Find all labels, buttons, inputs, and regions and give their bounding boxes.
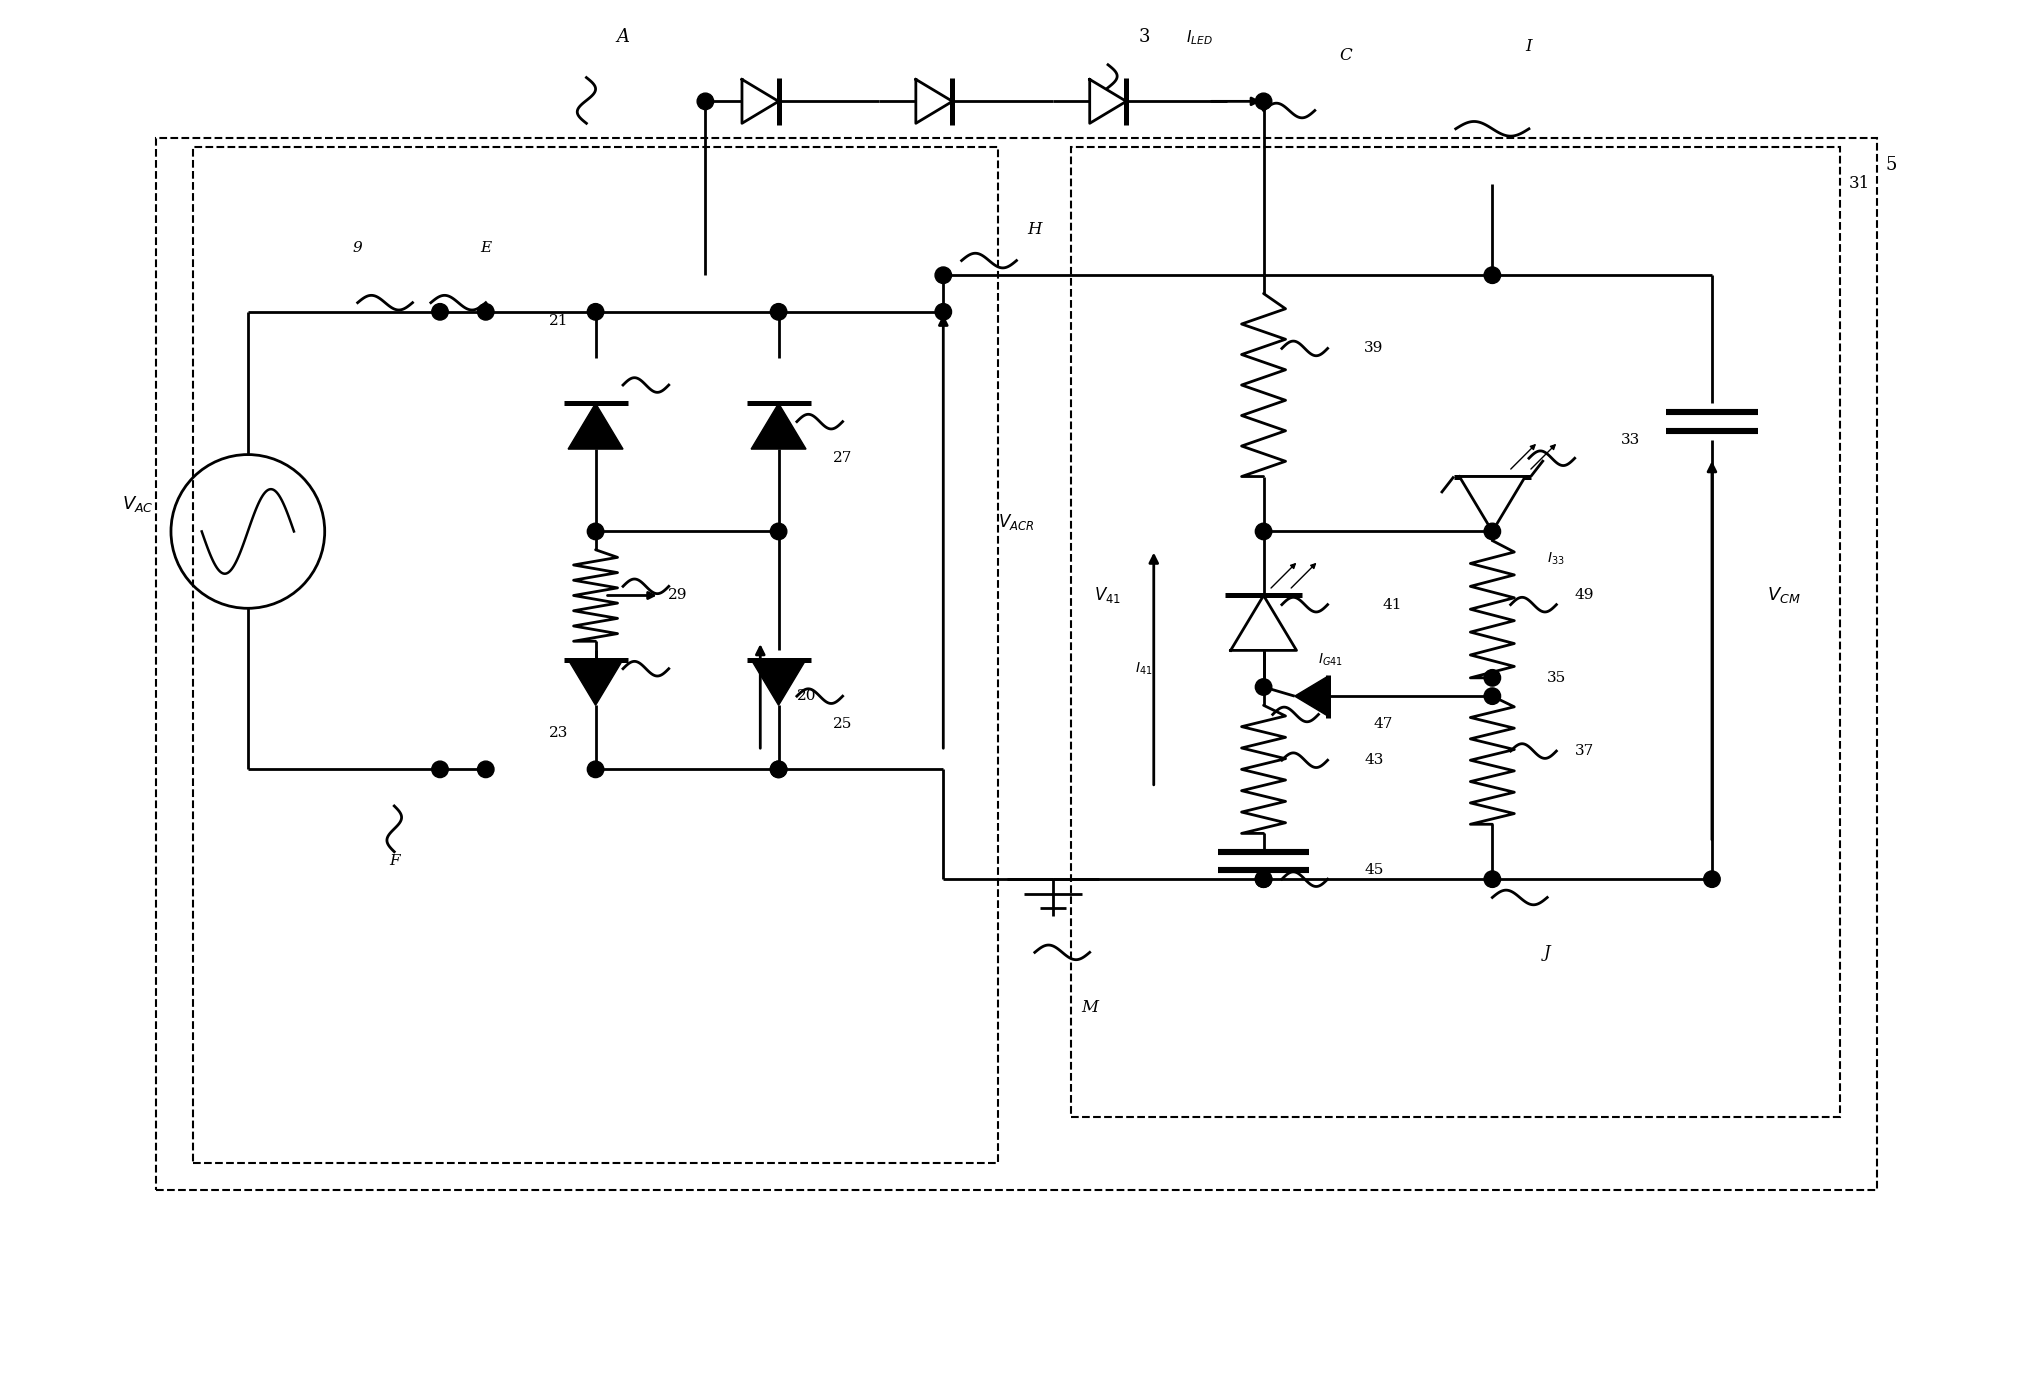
Text: $I_{41}$: $I_{41}$ bbox=[1136, 661, 1152, 677]
Text: $V_{ACR}$: $V_{ACR}$ bbox=[998, 513, 1034, 532]
Circle shape bbox=[1483, 688, 1500, 705]
Text: I: I bbox=[1524, 38, 1532, 55]
Text: 43: 43 bbox=[1363, 753, 1384, 767]
Circle shape bbox=[935, 267, 951, 283]
Text: F: F bbox=[388, 853, 400, 868]
Text: J: J bbox=[1542, 944, 1550, 960]
Text: 47: 47 bbox=[1374, 717, 1392, 731]
Text: $I_{33}$: $I_{33}$ bbox=[1546, 551, 1565, 567]
Text: $I_{LED}$: $I_{LED}$ bbox=[1185, 27, 1213, 47]
Circle shape bbox=[587, 761, 604, 778]
Text: 27: 27 bbox=[833, 451, 851, 466]
Polygon shape bbox=[742, 80, 778, 124]
Text: H: H bbox=[1026, 221, 1042, 238]
Text: 3: 3 bbox=[1138, 29, 1150, 47]
Circle shape bbox=[1254, 679, 1272, 695]
Circle shape bbox=[1254, 871, 1272, 888]
Text: 37: 37 bbox=[1575, 745, 1593, 758]
Circle shape bbox=[1703, 871, 1719, 888]
Polygon shape bbox=[750, 660, 805, 705]
Polygon shape bbox=[750, 404, 805, 449]
Text: 20: 20 bbox=[797, 690, 817, 703]
Text: 33: 33 bbox=[1620, 433, 1640, 447]
Polygon shape bbox=[1459, 477, 1524, 532]
Text: 9: 9 bbox=[354, 240, 362, 254]
Text: 49: 49 bbox=[1575, 588, 1593, 602]
Text: $V_{AC}$: $V_{AC}$ bbox=[122, 495, 154, 514]
Circle shape bbox=[770, 523, 786, 540]
Text: 35: 35 bbox=[1546, 671, 1567, 684]
Circle shape bbox=[478, 761, 494, 778]
Circle shape bbox=[1254, 871, 1272, 888]
Polygon shape bbox=[914, 80, 951, 124]
Polygon shape bbox=[567, 404, 622, 449]
Circle shape bbox=[1483, 669, 1500, 686]
Circle shape bbox=[431, 761, 447, 778]
Text: 31: 31 bbox=[1849, 176, 1869, 192]
Bar bbox=[156, 137, 1876, 1190]
Circle shape bbox=[770, 761, 786, 778]
Text: 29: 29 bbox=[669, 588, 687, 602]
Text: 25: 25 bbox=[833, 717, 851, 731]
Circle shape bbox=[1483, 871, 1500, 888]
Text: 5: 5 bbox=[1886, 157, 1896, 174]
Text: 21: 21 bbox=[549, 315, 569, 328]
Circle shape bbox=[1254, 93, 1272, 110]
Circle shape bbox=[1254, 523, 1272, 540]
Text: E: E bbox=[480, 240, 492, 254]
Polygon shape bbox=[1089, 80, 1126, 124]
Polygon shape bbox=[567, 660, 622, 705]
Circle shape bbox=[935, 304, 951, 320]
Text: $V_{41}$: $V_{41}$ bbox=[1093, 585, 1122, 606]
Circle shape bbox=[770, 304, 786, 320]
Polygon shape bbox=[1229, 595, 1296, 650]
Circle shape bbox=[697, 93, 713, 110]
Text: 45: 45 bbox=[1363, 863, 1384, 877]
Text: 41: 41 bbox=[1382, 598, 1402, 611]
Bar bbox=[193, 147, 998, 1162]
Text: 23: 23 bbox=[549, 725, 569, 739]
Circle shape bbox=[587, 523, 604, 540]
Circle shape bbox=[1483, 523, 1500, 540]
Circle shape bbox=[431, 304, 447, 320]
Text: $V_{CM}$: $V_{CM}$ bbox=[1766, 585, 1800, 606]
Bar bbox=[1071, 147, 1839, 1117]
Polygon shape bbox=[1294, 676, 1327, 716]
Circle shape bbox=[770, 761, 786, 778]
Text: A: A bbox=[616, 29, 630, 47]
Text: $I_{G41}$: $I_{G41}$ bbox=[1319, 651, 1343, 668]
Text: 39: 39 bbox=[1363, 341, 1384, 356]
Circle shape bbox=[1483, 267, 1500, 283]
Circle shape bbox=[587, 304, 604, 320]
Text: C: C bbox=[1339, 47, 1351, 65]
Text: M: M bbox=[1081, 999, 1097, 1015]
Circle shape bbox=[478, 304, 494, 320]
